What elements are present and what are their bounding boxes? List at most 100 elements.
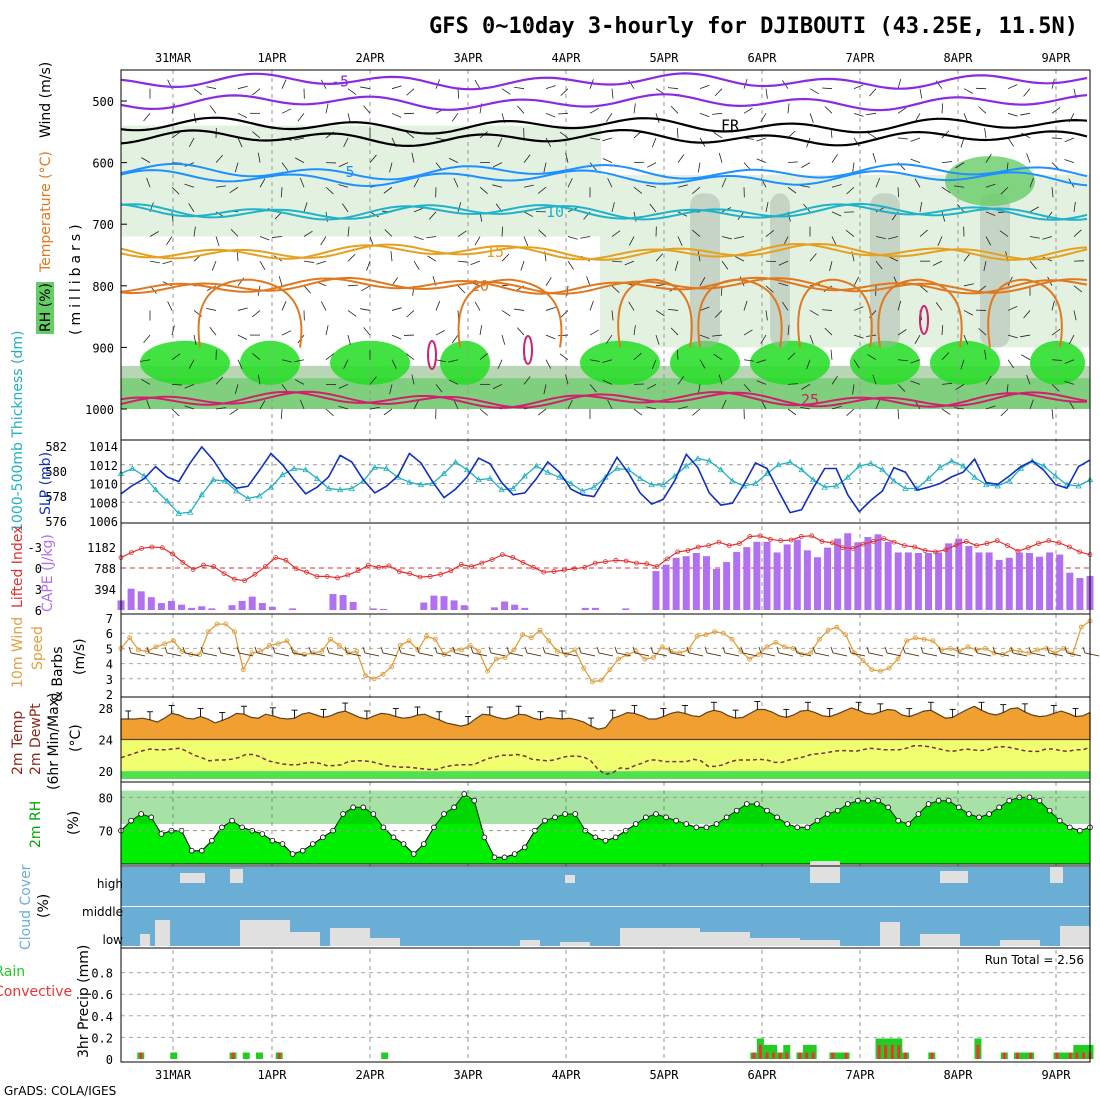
wind-speed-point [1035, 647, 1041, 653]
cloud-level-high: high [97, 877, 123, 891]
cloud-level-middle: middle [82, 905, 123, 919]
wind-barb-flag [524, 646, 528, 654]
wind-speed-point [694, 633, 700, 639]
cape-bar [894, 552, 902, 610]
wind-speed-point [197, 652, 203, 657]
rh-point [895, 817, 902, 824]
li-point [664, 556, 670, 562]
thickness-point [475, 476, 482, 483]
cape-bar [1025, 552, 1033, 610]
wind-barb [411, 374, 415, 385]
rh-point [511, 851, 518, 857]
cape-label-cape: CAPE (J/kg) [40, 534, 56, 612]
thickness-point [256, 492, 263, 499]
precip-conv-bar [844, 1052, 848, 1059]
wind-speed-line [120, 620, 1091, 683]
wind-barb [143, 113, 151, 122]
wind-barb-flag [560, 646, 564, 654]
li-point [850, 546, 856, 551]
cape-left-tick: 3 [35, 583, 42, 597]
wind-barb [960, 137, 965, 148]
thickness-point [486, 475, 494, 481]
temp-contour-loop [797, 278, 873, 348]
rh-y-tick: 80 [99, 791, 113, 805]
date-label-bottom: 4APR [552, 1068, 582, 1082]
rh-point [612, 834, 619, 841]
upper-label-rh: RH (%) [38, 283, 54, 332]
wind-speed-point [537, 627, 543, 633]
wind-speed-point [240, 667, 246, 673]
li-point [510, 555, 516, 560]
wind-barb [1051, 162, 1060, 170]
upper-label-wind: Wind (m/s) [38, 62, 54, 138]
wind-barb [714, 310, 723, 318]
wind-barb [897, 107, 907, 114]
wind-barb [171, 325, 175, 336]
wind-barb [369, 211, 379, 218]
cape-right-tick: 394 [94, 583, 116, 597]
li-point [448, 568, 454, 574]
wind-speed-point [520, 632, 526, 638]
precip-conv-bar [1002, 1052, 1006, 1059]
wind-speed-point [424, 633, 429, 639]
wind-barb [760, 113, 767, 123]
precip-label-c: 3hr Precip (mm) [76, 945, 92, 1058]
wind-barb [538, 229, 547, 237]
wind-barb [875, 236, 886, 239]
wind-barb [713, 132, 723, 139]
wind-barb [347, 88, 357, 95]
thickness-point [833, 482, 840, 489]
wind-barb [910, 137, 921, 142]
wind-barb [479, 325, 483, 336]
wind-barb-flag [488, 646, 492, 654]
wind-barb [130, 652, 146, 657]
temp-label-unit: (°C) [68, 724, 84, 752]
rh-patch [580, 340, 660, 385]
rh-point [461, 791, 467, 797]
precip-conv-bar [976, 1044, 980, 1059]
thickness-point [752, 480, 759, 486]
wind-barb [418, 652, 434, 657]
wind-barb [562, 652, 578, 657]
precip-conv-bar [752, 1052, 756, 1059]
wind-barb [193, 226, 196, 237]
wind-barb [1007, 359, 1014, 369]
wind-barb-flag [974, 646, 978, 654]
wind-barb [688, 652, 704, 657]
wind-speed-point [397, 642, 403, 648]
temp-contour-loop [457, 278, 563, 348]
thickness-point [567, 480, 575, 486]
wind-barb [234, 384, 239, 395]
wind-barb [935, 302, 943, 311]
li-point [1005, 543, 1010, 548]
thickness-point [325, 485, 332, 491]
wind-barb [545, 85, 556, 90]
li-point [262, 564, 268, 569]
wind-barb-flag [650, 646, 654, 654]
wind-barb [400, 652, 416, 657]
cape-bar [662, 564, 670, 610]
wind-barb [919, 88, 923, 99]
wind-barb [1073, 201, 1076, 212]
wind-barb [188, 359, 195, 369]
wind-speed-point [642, 656, 648, 662]
cape-bar [258, 603, 266, 610]
wind-barb [699, 276, 706, 286]
thickness-point [648, 481, 655, 488]
rh-point [986, 811, 992, 817]
rh-point [158, 831, 165, 837]
wind-barb [523, 376, 531, 385]
wind-barb-flag [704, 646, 708, 654]
precip-conv-bar [765, 1052, 769, 1059]
precip-panel-frame [120, 947, 1091, 1063]
wind-barb-flag [1046, 646, 1050, 654]
wind-barb [955, 162, 965, 169]
wind-barb-flag [596, 646, 600, 654]
temp-contour-loop [197, 278, 303, 348]
li-point [479, 560, 485, 566]
li-point [902, 543, 907, 548]
wind-barb [252, 131, 261, 139]
wind-barb [963, 334, 969, 345]
wind-barb [328, 652, 344, 657]
